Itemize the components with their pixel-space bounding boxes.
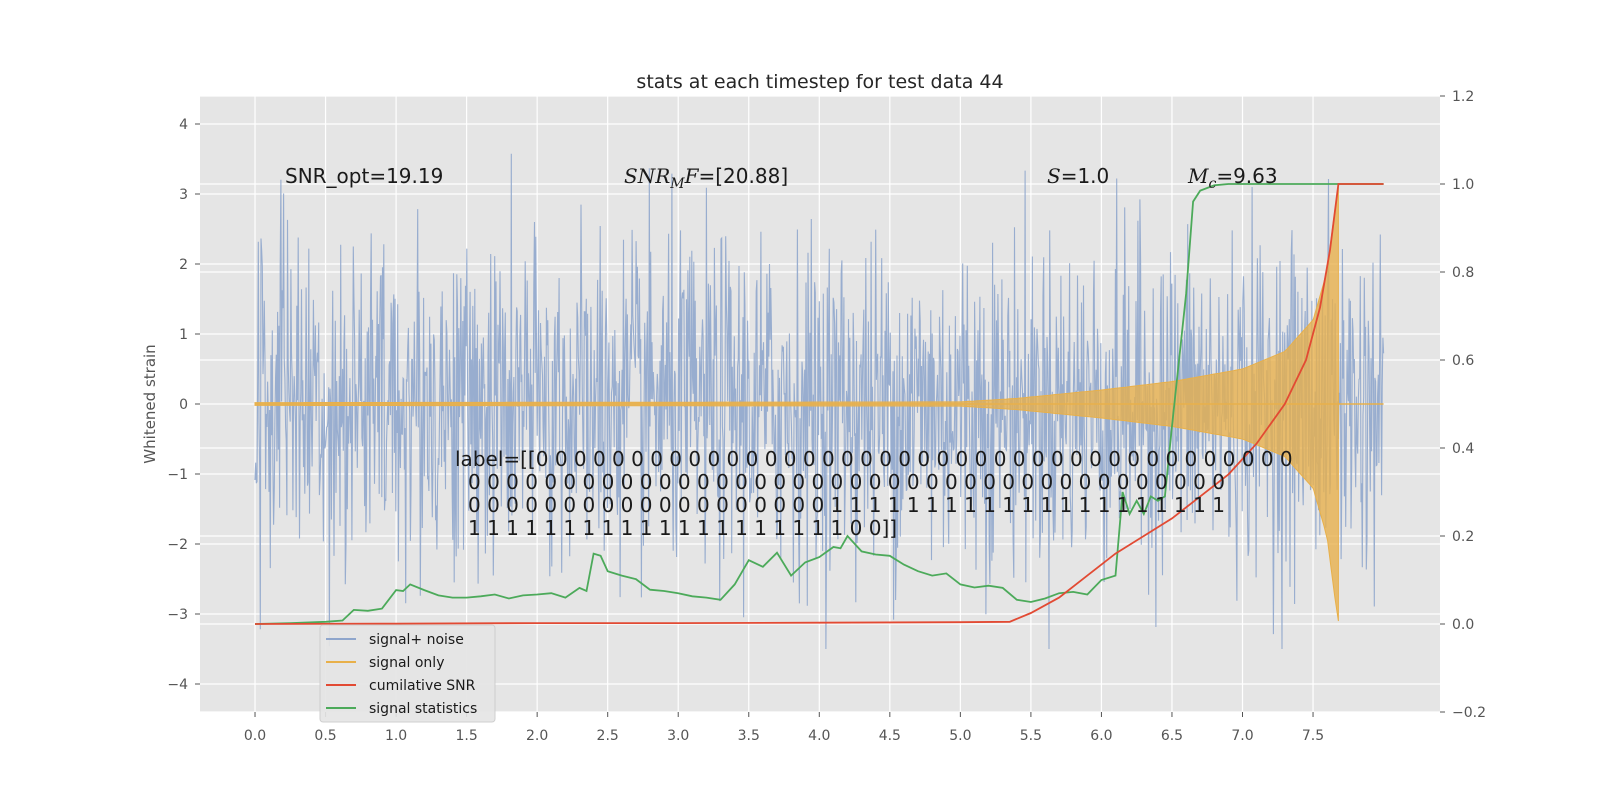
axes: 0.0 0.5 1.0 1.5 2.0 2.5 3.0 3.5 4.0 4.5 5.0 5.5 6.0 6… (167, 89, 1486, 744)
legend-label-signal-noise: signal+ noise (369, 632, 464, 648)
x-tick-label: 0.5 (314, 728, 336, 744)
x-tick-label: 4.0 (808, 728, 830, 744)
line-series (254, 183, 1384, 625)
annotation-label-line-1: label=[[0 0 0 0 0 0 0 0 0 0 0 0 0 0 0 0 … (455, 447, 1293, 471)
y-tick-label: 3 (179, 187, 188, 203)
legend-label-cumulative-snr: cumilative SNR (369, 678, 476, 694)
x-tick-label: 3.0 (667, 728, 689, 744)
y-tick-label: −2 (167, 537, 188, 553)
x-tick-label: 5.0 (949, 728, 971, 744)
y-tick-label: −3 (167, 607, 188, 623)
annotation-mc: Mc=9.63 (1187, 164, 1278, 192)
x-tick-label: 7.5 (1302, 728, 1324, 744)
x-tick-label: 2.5 (597, 728, 619, 744)
cumulative-snr-line (254, 183, 1384, 625)
y2-tick-label: 0.6 (1452, 353, 1474, 369)
x-tick-label: 0.0 (244, 728, 266, 744)
y-tick-label: −4 (167, 677, 188, 693)
annotation-snr-opt: SNR_opt=19.19 (285, 164, 443, 188)
y2-tick-label: 0.0 (1452, 617, 1474, 633)
annotation-label-line-4: 1 1 1 1 1 1 1 1 1 1 1 1 1 1 1 1 1 1 1 1 … (468, 516, 897, 540)
y-tick-label: 1 (179, 327, 188, 343)
legend-box (319, 624, 496, 723)
y2-tick-label: 0.2 (1452, 529, 1474, 545)
y-tick-label: 4 (179, 117, 188, 133)
y2-tick-label: 0.8 (1452, 265, 1474, 281)
signal-statistics-line (254, 183, 1384, 625)
x-tick-label: 6.5 (1161, 728, 1183, 744)
x-tick-label: 4.5 (879, 728, 901, 744)
annotation-label-line-2: 0 0 0 0 0 0 0 0 0 0 0 0 0 0 0 0 0 0 0 0 … (468, 470, 1225, 494)
annotation-snr-mf: SNRMF=[20.88] (624, 164, 788, 192)
x-tick-label: 3.5 (738, 728, 760, 744)
legend-label-signal-statistics: signal statistics (369, 701, 477, 717)
y2-tick-label: 1.0 (1452, 177, 1474, 193)
y-axis-label: Whitened strain (141, 344, 159, 463)
y2-tick-label: −0.2 (1452, 705, 1486, 721)
legend-label-signal-only: signal only (369, 655, 444, 671)
annotation-s: S=1.0 (1047, 164, 1109, 188)
signal-only-series (254, 186, 1384, 622)
annotation-label-line-3: 0 0 0 0 0 0 0 0 0 0 0 0 0 0 0 0 0 0 0 1 … (468, 493, 1225, 517)
x-tick-label: 2.0 (526, 728, 548, 744)
x-tick-label: 1.5 (455, 728, 477, 744)
x-tick-label: 7.0 (1231, 728, 1253, 744)
y-tick-label: −1 (167, 467, 188, 483)
chart-title: stats at each timestep for test data 44 (636, 71, 1003, 93)
y-tick-label: 2 (179, 257, 188, 273)
x-tick-label: 6.0 (1090, 728, 1112, 744)
y2-tick-label: 1.2 (1452, 89, 1474, 105)
y2-tick-label: 0.4 (1452, 441, 1474, 457)
y-tick-label: 0 (179, 397, 188, 413)
x-tick-label: 1.0 (385, 728, 407, 744)
legend: signal+ noise signal only cumilative SNR… (319, 624, 496, 723)
x-tick-label: 5.5 (1020, 728, 1042, 744)
